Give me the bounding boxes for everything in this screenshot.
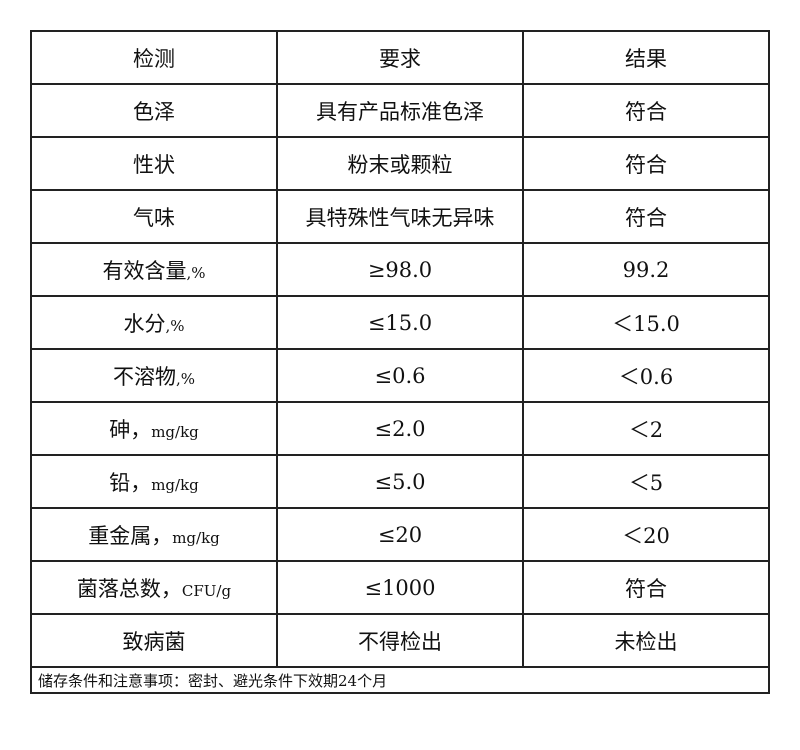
test-item: 致病菌 (30, 613, 278, 668)
table-row: 砷，mg/kg ≤2.0 ＜2 (30, 401, 770, 456)
item-name: 不溶物 (112, 364, 176, 389)
item-unit: mg/kg (151, 422, 199, 441)
test-item: 色泽 (30, 83, 278, 138)
result-cell: ＜20 (522, 507, 770, 562)
item-unit: mg/kg (151, 475, 199, 494)
result-cell: 符合 (522, 83, 770, 138)
item-name: 菌落总数， (76, 576, 182, 601)
test-item: 水分,% (30, 295, 278, 350)
requirement-cell: ≥98.0 (276, 242, 524, 297)
item-name: 铅， (109, 470, 152, 495)
item-name: 色泽 (133, 99, 175, 124)
test-item: 砷，mg/kg (30, 401, 278, 456)
table-row: 铅，mg/kg ≤5.0 ＜5 (30, 454, 770, 509)
requirement-cell: ≤15.0 (276, 295, 524, 350)
result-cell: 未检出 (522, 613, 770, 668)
requirement-cell: ≤20 (276, 507, 524, 562)
header-requirement: 要求 (276, 30, 524, 85)
table-row: 水分,% ≤15.0 ＜15.0 (30, 295, 770, 350)
table-row: 气味 具特殊性气味无异味 符合 (30, 189, 770, 244)
item-name: 有效含量 (102, 258, 187, 283)
test-item: 性状 (30, 136, 278, 191)
test-item: 气味 (30, 189, 278, 244)
item-unit: ,% (175, 369, 196, 388)
requirement-cell: 具特殊性气味无异味 (276, 189, 524, 244)
result-cell: 符合 (522, 189, 770, 244)
table-row: 色泽 具有产品标准色泽 符合 (30, 83, 770, 138)
item-name: 砷， (109, 417, 152, 442)
table-row: 致病菌 不得检出 未检出 (30, 613, 770, 668)
footer-row: 储存条件和注意事项：密封、避光条件下效期24个月 (30, 666, 770, 694)
item-name: 致病菌 (122, 629, 186, 654)
storage-note: 储存条件和注意事项：密封、避光条件下效期24个月 (30, 666, 770, 694)
test-item: 重金属，mg/kg (30, 507, 278, 562)
item-name: 气味 (133, 205, 175, 230)
result-cell: 符合 (522, 136, 770, 191)
test-item: 有效含量,% (30, 242, 278, 297)
header-test: 检测 (30, 30, 278, 85)
requirement-cell: ≤0.6 (276, 348, 524, 403)
result-cell: ＜15.0 (522, 295, 770, 350)
item-name: 水分 (123, 311, 166, 336)
requirement-cell: ≤2.0 (276, 401, 524, 456)
result-cell: 符合 (522, 560, 770, 615)
header-result: 结果 (522, 30, 770, 85)
result-cell: ＜2 (522, 401, 770, 456)
requirement-cell: 不得检出 (276, 613, 524, 668)
table-row: 性状 粉末或颗粒 符合 (30, 136, 770, 191)
requirement-cell: 具有产品标准色泽 (276, 83, 524, 138)
item-unit: mg/kg (172, 528, 220, 547)
table-row: 重金属，mg/kg ≤20 ＜20 (30, 507, 770, 562)
item-unit: CFU/g (181, 581, 232, 600)
item-unit: ,% (186, 263, 206, 282)
test-item: 不溶物,% (30, 348, 278, 403)
result-cell: ＜5 (522, 454, 770, 509)
table-row: 不溶物,% ≤0.6 ＜0.6 (30, 348, 770, 403)
table-row: 菌落总数，CFU/g ≤1000 符合 (30, 560, 770, 615)
item-name: 性状 (133, 152, 175, 177)
requirement-cell: ≤5.0 (276, 454, 524, 509)
result-cell: ＜0.6 (522, 348, 770, 403)
test-item: 菌落总数，CFU/g (30, 560, 278, 615)
result-cell: 99.2 (522, 242, 770, 297)
test-item: 铅，mg/kg (30, 454, 278, 509)
item-name: 重金属， (88, 523, 173, 548)
requirement-cell: ≤1000 (276, 560, 524, 615)
requirement-cell: 粉末或颗粒 (276, 136, 524, 191)
item-unit: ,% (165, 316, 185, 335)
header-row: 检测 要求 结果 (30, 30, 770, 85)
inspection-table: 检测 要求 结果 色泽 具有产品标准色泽 符合 性状 粉末或颗粒 符合 气味 具特殊性气味无异… (30, 30, 770, 694)
table-row: 有效含量,% ≥98.0 99.2 (30, 242, 770, 297)
